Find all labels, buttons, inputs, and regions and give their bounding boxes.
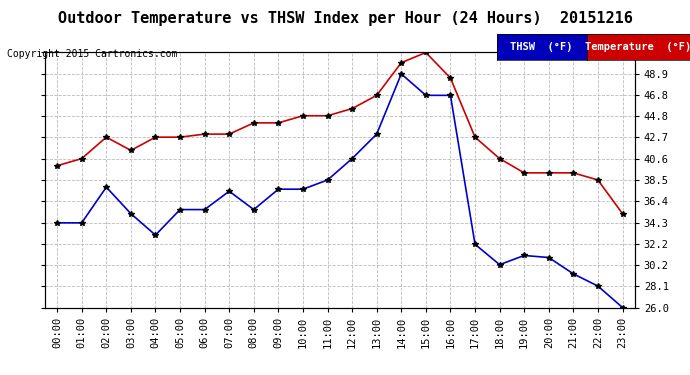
Text: Temperature  (°F): Temperature (°F): [585, 42, 690, 52]
Text: Copyright 2015 Cartronics.com: Copyright 2015 Cartronics.com: [7, 49, 177, 59]
Text: Outdoor Temperature vs THSW Index per Hour (24 Hours)  20151216: Outdoor Temperature vs THSW Index per Ho…: [57, 11, 633, 26]
Text: THSW  (°F): THSW (°F): [511, 42, 573, 52]
